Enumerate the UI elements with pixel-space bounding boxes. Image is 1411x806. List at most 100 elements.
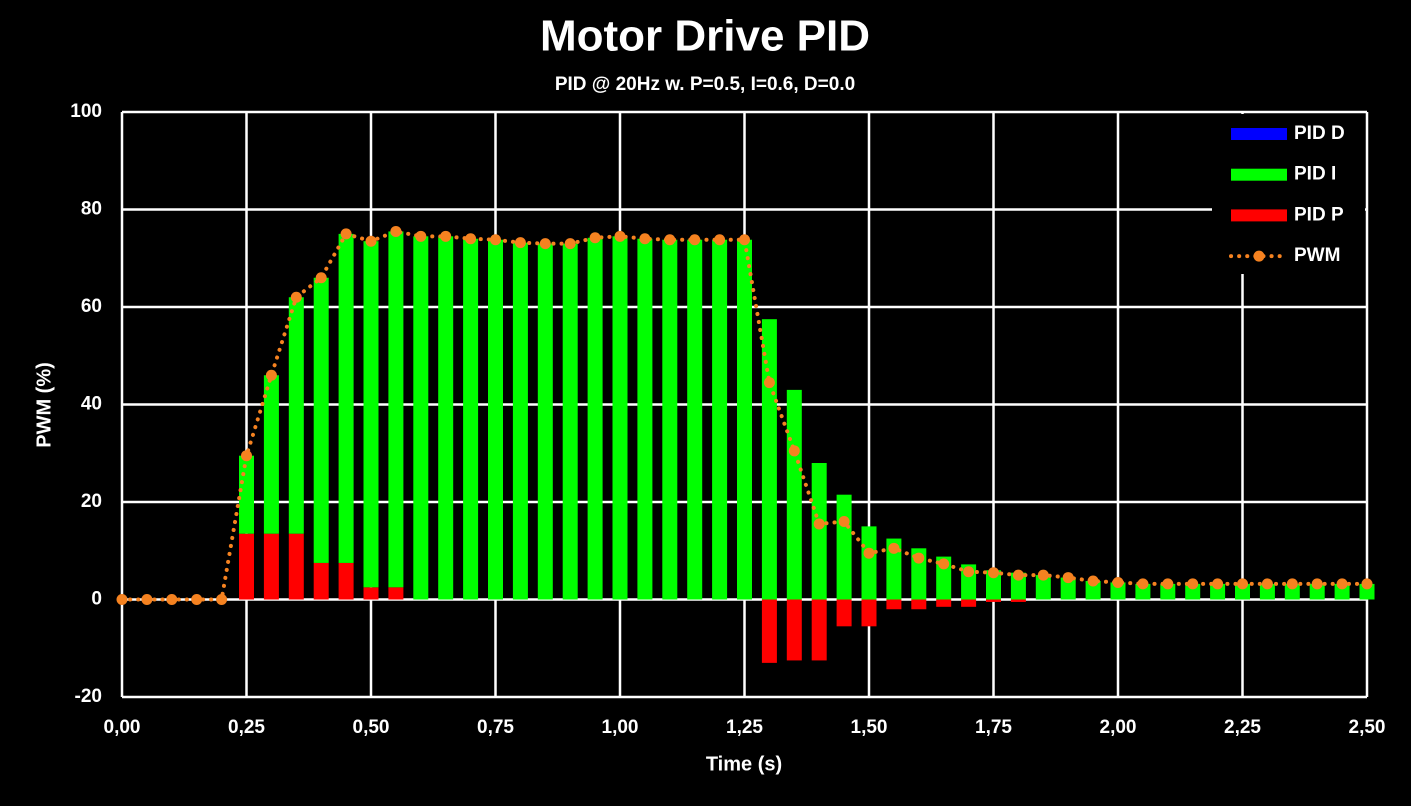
legend-swatch bbox=[1253, 250, 1265, 262]
marker bbox=[913, 552, 925, 564]
bar bbox=[861, 599, 877, 627]
bar bbox=[388, 587, 404, 600]
bar bbox=[239, 533, 254, 600]
marker bbox=[1162, 578, 1174, 590]
bar bbox=[313, 562, 329, 600]
marker bbox=[365, 235, 377, 247]
marker bbox=[689, 234, 701, 246]
marker bbox=[1062, 572, 1074, 584]
marker bbox=[514, 237, 526, 249]
y-tick-label: 100 bbox=[70, 101, 102, 122]
bar bbox=[1010, 572, 1026, 600]
bar bbox=[438, 236, 454, 600]
bar bbox=[338, 562, 354, 600]
marker bbox=[1261, 578, 1273, 590]
bar bbox=[811, 463, 827, 600]
legend-label: PID D bbox=[1294, 123, 1345, 144]
legend-label: PID I bbox=[1294, 164, 1336, 185]
y-tick-label: 20 bbox=[81, 491, 102, 512]
marker bbox=[166, 594, 178, 605]
marker bbox=[589, 232, 601, 244]
x-tick-label: 0,00 bbox=[104, 717, 141, 738]
bar bbox=[811, 599, 827, 661]
marker bbox=[465, 233, 477, 245]
marker bbox=[116, 594, 128, 605]
bar bbox=[1035, 575, 1051, 600]
marker bbox=[1037, 569, 1049, 581]
marker bbox=[863, 547, 875, 559]
marker bbox=[440, 230, 452, 242]
x-axis-label: Time (s) bbox=[706, 753, 782, 775]
y-tick-label: 0 bbox=[91, 589, 102, 610]
bar bbox=[1010, 599, 1026, 602]
bar bbox=[488, 239, 503, 600]
bar bbox=[239, 455, 254, 534]
legend-swatch bbox=[1231, 168, 1287, 181]
marker bbox=[1112, 576, 1124, 588]
bar bbox=[687, 239, 703, 600]
marker bbox=[539, 238, 551, 250]
bar bbox=[761, 319, 777, 600]
marker bbox=[141, 594, 153, 605]
legend-label: PWM bbox=[1294, 245, 1340, 266]
marker bbox=[963, 566, 975, 578]
marker bbox=[564, 238, 576, 250]
y-tick-label: -20 bbox=[75, 686, 102, 707]
marker bbox=[938, 558, 950, 570]
bar bbox=[388, 231, 404, 588]
bar bbox=[961, 599, 977, 607]
bar bbox=[512, 242, 528, 600]
marker bbox=[216, 594, 228, 605]
marker bbox=[614, 230, 626, 242]
marker bbox=[1087, 575, 1099, 587]
x-tick-label: 1,50 bbox=[851, 717, 888, 738]
x-tick-label: 1,25 bbox=[726, 717, 763, 738]
marker bbox=[664, 234, 676, 246]
line bbox=[120, 229, 1369, 602]
y-axis-label: PWM (%) bbox=[33, 362, 55, 448]
y-tick-label: 40 bbox=[81, 394, 102, 415]
legend-swatch bbox=[1231, 209, 1287, 222]
legend-box bbox=[1212, 114, 1365, 274]
marker bbox=[1311, 578, 1323, 590]
marker bbox=[763, 377, 775, 389]
x-tick-label: 1,75 bbox=[975, 717, 1012, 738]
marker bbox=[1286, 578, 1298, 590]
bar bbox=[836, 494, 852, 600]
bar bbox=[363, 241, 379, 588]
bar bbox=[761, 599, 777, 663]
x-tick-label: 0,25 bbox=[228, 717, 265, 738]
bar bbox=[786, 389, 802, 600]
marker bbox=[390, 225, 402, 237]
x-tick-label: 0,75 bbox=[477, 717, 514, 738]
x-tick-label: 0,50 bbox=[353, 717, 390, 738]
marker bbox=[415, 230, 427, 242]
marker bbox=[265, 369, 277, 381]
bar bbox=[637, 238, 653, 600]
bar bbox=[463, 238, 479, 600]
marker bbox=[1361, 578, 1373, 590]
bar bbox=[662, 239, 678, 600]
bar bbox=[612, 236, 628, 600]
marker bbox=[490, 234, 501, 246]
y-tick-label: 80 bbox=[81, 199, 102, 220]
bar bbox=[313, 277, 329, 563]
marker bbox=[1137, 578, 1149, 590]
bar bbox=[836, 599, 852, 627]
marker bbox=[1336, 578, 1348, 590]
marker bbox=[988, 567, 999, 579]
marker bbox=[290, 291, 302, 303]
legend-label: PID P bbox=[1294, 204, 1344, 225]
marker bbox=[241, 450, 252, 462]
marker bbox=[714, 234, 726, 246]
marker bbox=[315, 272, 327, 284]
bar bbox=[587, 237, 603, 600]
bar bbox=[562, 243, 578, 600]
bar bbox=[886, 538, 902, 600]
legend-swatch bbox=[1231, 128, 1287, 140]
chart-subtitle: PID @ 20Hz w. P=0.5, I=0.6, D=0.0 bbox=[555, 74, 855, 95]
bar bbox=[911, 599, 927, 610]
bar bbox=[288, 533, 304, 600]
marker bbox=[888, 542, 900, 554]
